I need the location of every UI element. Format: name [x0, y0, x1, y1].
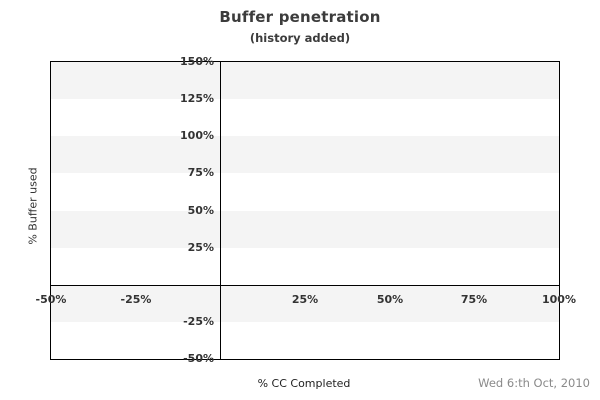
x-tick-label: 75% — [460, 293, 488, 306]
y-tick-label: 75% — [187, 166, 214, 179]
y-tick-label: -25% — [183, 315, 214, 328]
chart-title: Buffer penetration — [219, 8, 381, 26]
y-zero-axis-line — [51, 285, 559, 286]
x-tick-label: 50% — [376, 293, 404, 306]
x-zero-axis-line — [220, 62, 221, 359]
plot-band — [51, 136, 559, 174]
x-tick-label: -50% — [35, 293, 67, 306]
y-tick-label: 50% — [187, 204, 214, 217]
y-tick-label: -50% — [183, 352, 214, 365]
chart-subtitle: (history added) — [249, 31, 351, 45]
y-tick-label: 100% — [180, 129, 214, 142]
date-label: Wed 6:th Oct, 2010 — [478, 376, 590, 390]
x-tick-label: 100% — [542, 293, 576, 306]
y-axis-title: % Buffer used — [26, 167, 40, 245]
x-tick-label: -25% — [120, 293, 152, 306]
x-tick-label: 25% — [291, 293, 319, 306]
y-tick-label: 25% — [187, 241, 214, 254]
plot-band — [51, 284, 559, 322]
y-tick-label: 150% — [180, 55, 214, 68]
plot-band — [51, 210, 559, 248]
y-tick-label: 125% — [180, 92, 214, 105]
plot-band — [51, 62, 559, 100]
x-axis-title: % CC Completed — [257, 377, 351, 390]
plot-area: 150% 125% 100% 75% 50% 25% -25% -50% -50% -25% 25%… — [36, 55, 576, 365]
